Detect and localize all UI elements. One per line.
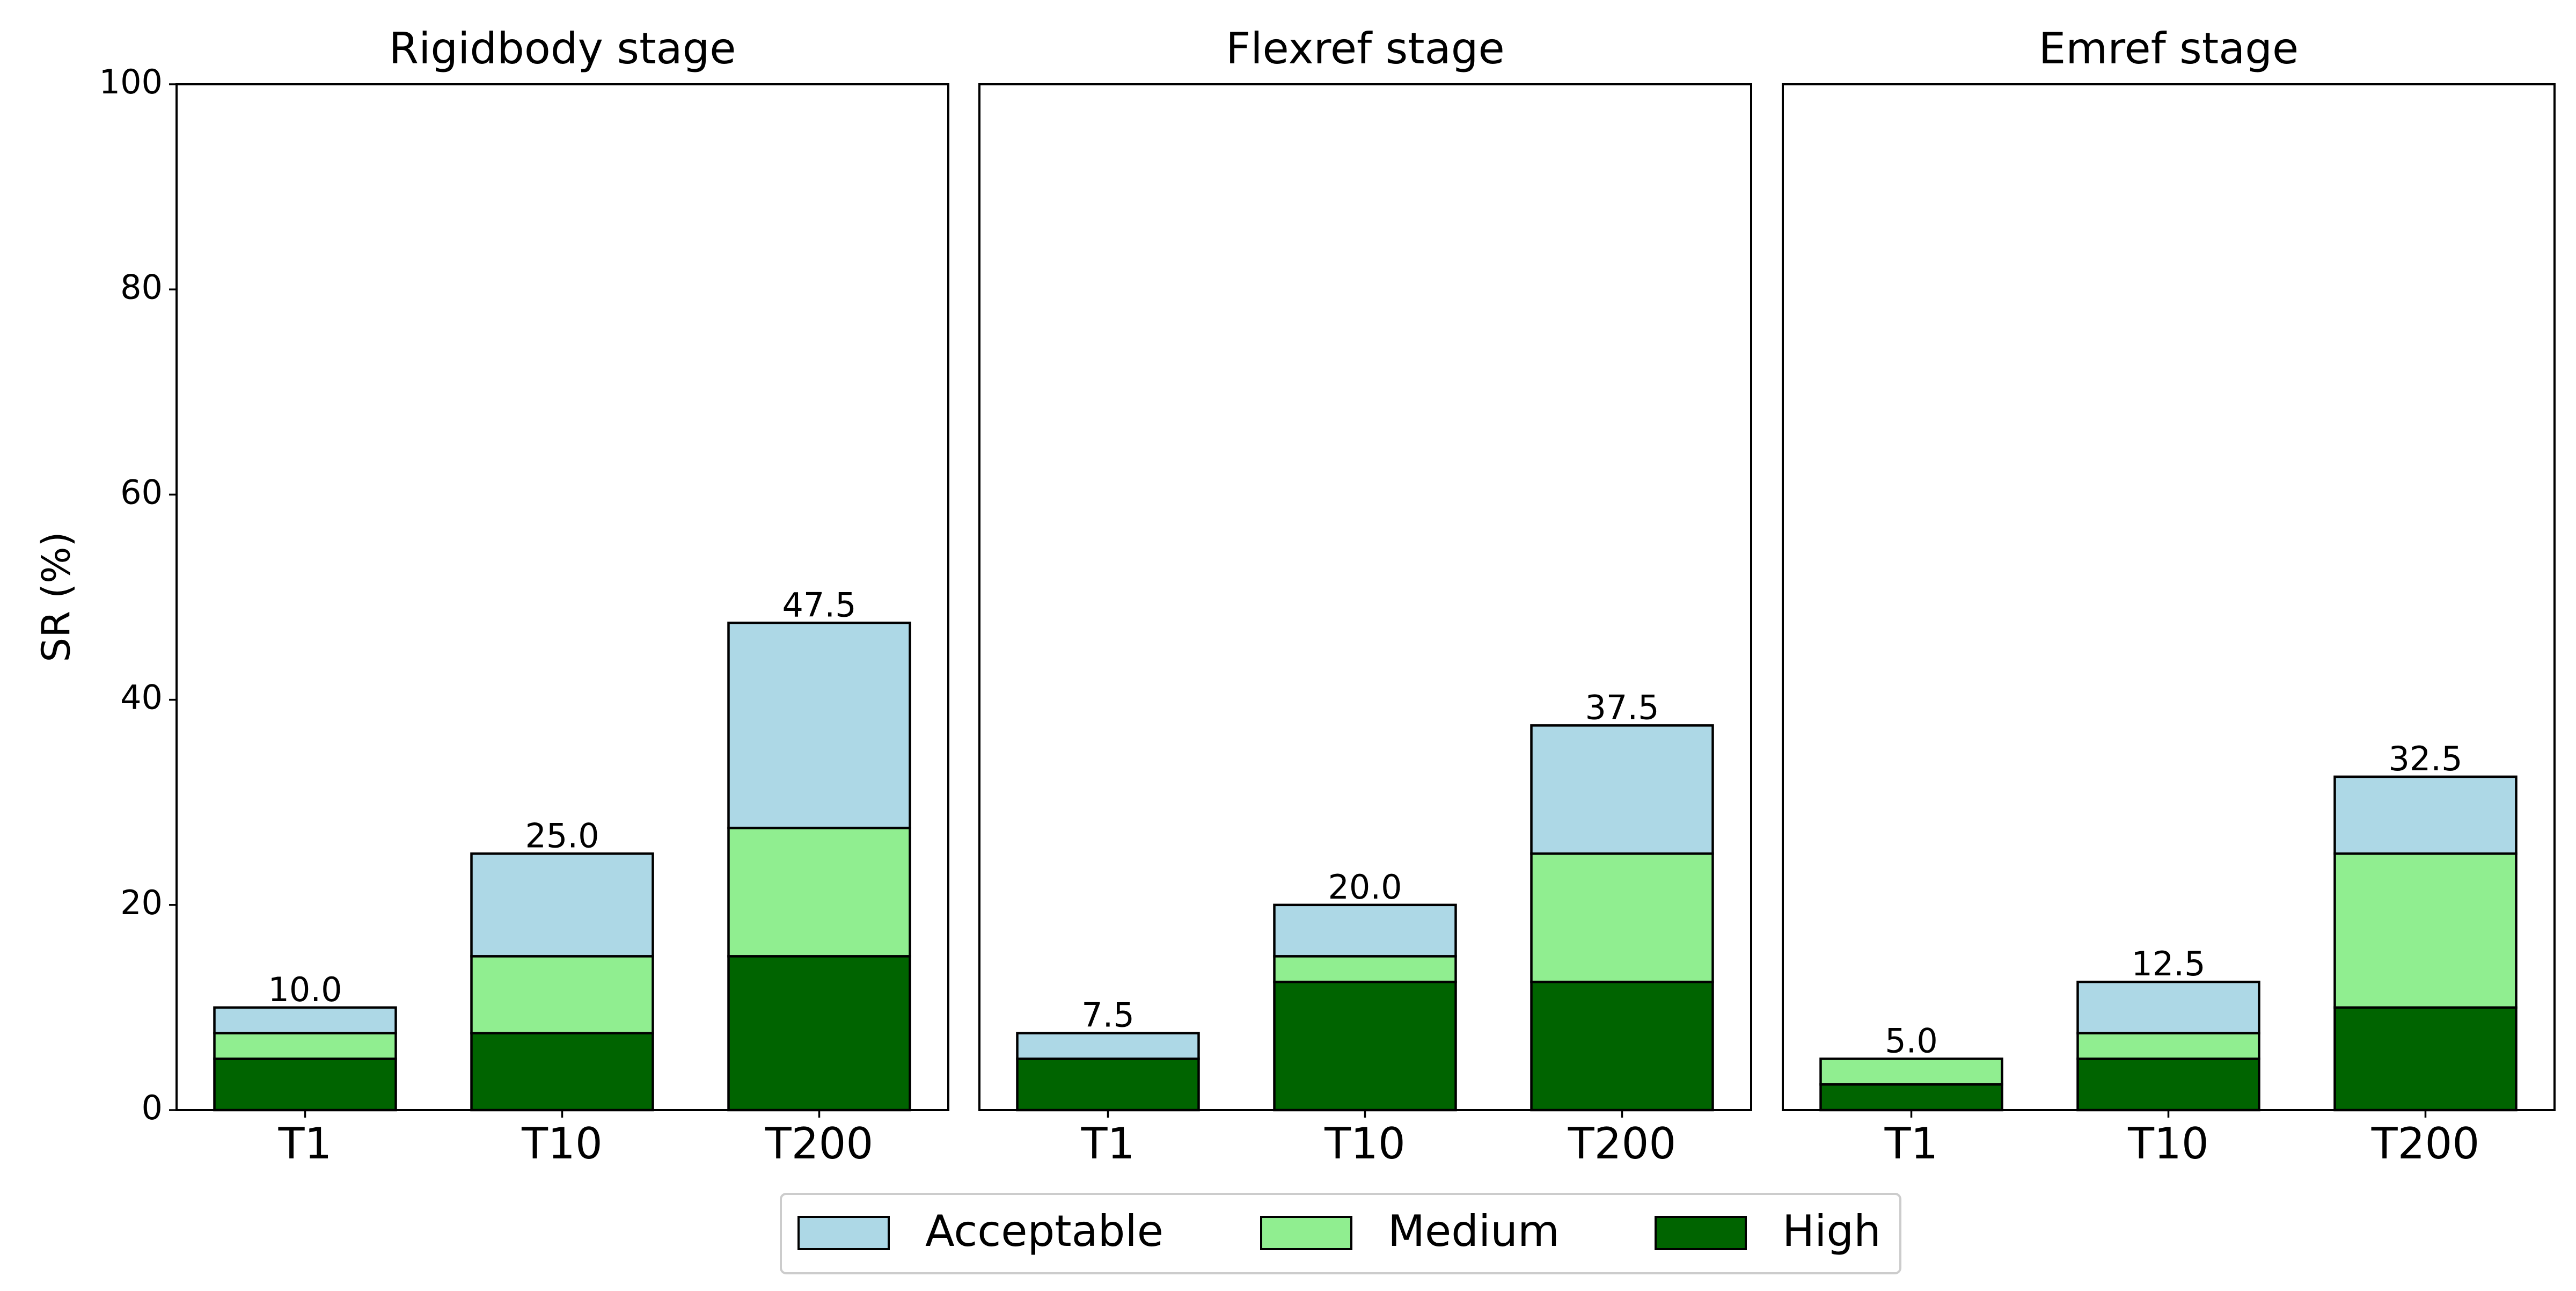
bar-segment-high	[2333, 1006, 2518, 1112]
bar-segment-acceptable	[1273, 903, 1457, 958]
bar-segment-high	[1819, 1083, 2003, 1112]
legend-label: High	[1782, 1206, 1881, 1256]
bar-segment-acceptable	[727, 622, 911, 829]
bar-total-label: 7.5	[1081, 996, 1135, 1035]
x-tick-label: T1	[278, 1119, 332, 1169]
bar-total-label: 37.5	[1585, 688, 1659, 727]
bar-segment-acceptable	[2333, 775, 2518, 855]
y-tick-label: 100	[99, 62, 163, 101]
y-tick-label: 80	[120, 267, 163, 307]
bar-segment-high	[2076, 1057, 2260, 1112]
x-tick-label: T10	[521, 1119, 603, 1169]
bar-segment-medium	[1819, 1057, 2003, 1086]
legend-swatch-high	[1655, 1216, 1747, 1250]
bar-total-label: 10.0	[268, 970, 342, 1009]
bar-total-label: 32.5	[2388, 739, 2462, 778]
x-tick-label: T1	[1884, 1119, 1938, 1169]
bar-segment-high	[1273, 980, 1457, 1112]
bar-segment-acceptable	[1016, 1032, 1200, 1060]
panel-frame	[1782, 83, 2556, 1111]
legend-swatch-acceptable	[797, 1216, 890, 1250]
bar-segment-high	[727, 955, 911, 1112]
x-tick-label: T200	[2371, 1119, 2480, 1169]
y-tick-label: 20	[120, 883, 163, 922]
panel-title: Rigidbody stage	[389, 24, 736, 74]
legend-label: Medium	[1388, 1206, 1560, 1256]
bar-segment-medium	[1530, 852, 1714, 983]
bar-segment-acceptable	[470, 852, 654, 958]
bar-total-label: 25.0	[525, 816, 599, 855]
x-tick-label: T200	[1568, 1119, 1677, 1169]
bar-segment-acceptable	[2076, 980, 2260, 1034]
y-tick-label: 60	[120, 472, 163, 512]
bar-total-label: 5.0	[1885, 1021, 1938, 1060]
y-axis-label: SR (%)	[34, 531, 79, 662]
y-tick-label: 0	[142, 1088, 163, 1127]
panel-frame	[978, 83, 1752, 1111]
x-tick-label: T200	[765, 1119, 874, 1169]
bar-segment-high	[470, 1032, 654, 1112]
bar-segment-high	[213, 1057, 397, 1112]
bar-total-label: 47.5	[782, 585, 856, 624]
panel-title: Emref stage	[2039, 24, 2299, 74]
x-tick-label: T10	[2127, 1119, 2209, 1169]
x-tick-label: T10	[1324, 1119, 1406, 1169]
bar-segment-medium	[2076, 1032, 2260, 1060]
bar-segment-medium	[2333, 852, 2518, 1009]
panel-frame	[175, 83, 949, 1111]
legend-label: Acceptable	[925, 1206, 1163, 1256]
bar-segment-high	[1016, 1057, 1200, 1112]
bar-total-label: 12.5	[2131, 944, 2205, 983]
bar-segment-acceptable	[213, 1006, 397, 1034]
bar-segment-high	[1530, 980, 1714, 1112]
bar-segment-medium	[213, 1032, 397, 1060]
panel-title: Flexref stage	[1226, 24, 1504, 74]
y-tick-label: 40	[120, 678, 163, 717]
bar-total-label: 20.0	[1328, 867, 1402, 907]
x-tick-label: T1	[1081, 1119, 1135, 1169]
bar-segment-medium	[727, 827, 911, 958]
bar-segment-medium	[1273, 955, 1457, 983]
bar-segment-acceptable	[1530, 724, 1714, 855]
bar-segment-medium	[470, 955, 654, 1034]
legend-swatch-medium	[1260, 1216, 1352, 1250]
